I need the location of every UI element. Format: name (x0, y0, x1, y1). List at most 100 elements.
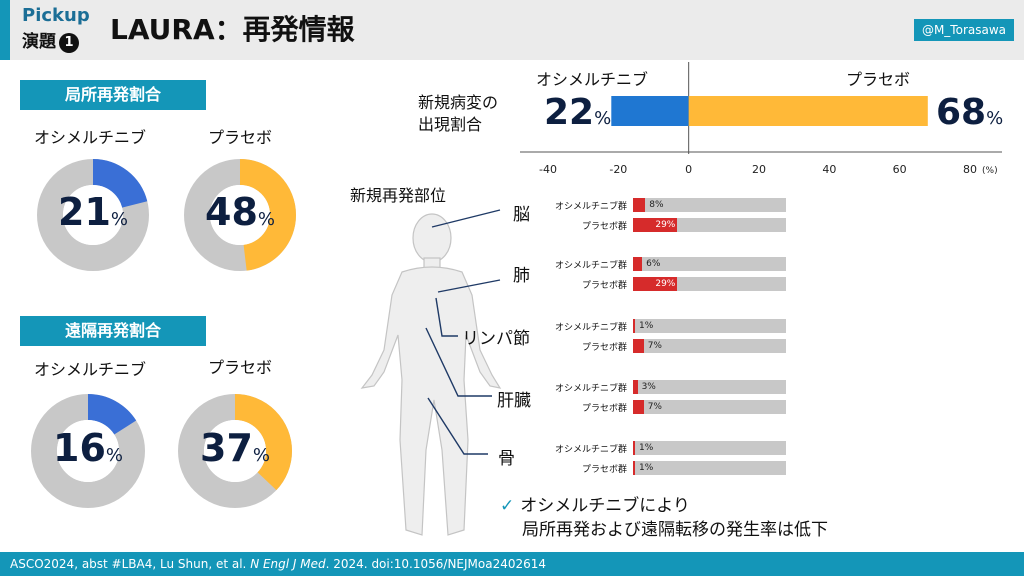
distant-osi-unit: % (105, 445, 123, 466)
organ-bar-track: 1% (633, 319, 786, 333)
local-osi-number: 21 (58, 190, 111, 234)
local-osi-donut (37, 159, 149, 271)
distant-osi-hole (57, 420, 119, 482)
organ-row-label: プラセボ群 (581, 343, 627, 353)
new-lesion-pbo-label: プラセボ (846, 70, 911, 89)
new-lesion-osi-number: 22 (544, 92, 595, 133)
organ-bar-track: 1% (633, 441, 786, 455)
organ-bar-track: 3% (633, 380, 786, 394)
organ-row-label: オシメルチニブ群 (554, 202, 627, 212)
new-lesion-label: 新規病変の 出現割合 (418, 92, 498, 136)
organ-bar-pbo (633, 400, 644, 414)
distant-pbo-label: プラセボ (208, 358, 273, 377)
enda-number-badge: 1 (59, 33, 79, 53)
organ-bar-osi (633, 380, 638, 394)
new-lesion-tick-label: 80 (963, 163, 977, 176)
connector-liver (425, 327, 492, 397)
enda-text: 演題 (22, 32, 56, 52)
organ-bar-value: 1% (639, 321, 654, 331)
organ-row-label: プラセボ群 (581, 281, 627, 291)
organ-bar-track: 29% (633, 218, 786, 232)
organ-bar-value: 6% (646, 259, 661, 269)
new-lesion-tick-label: 0 (685, 163, 692, 176)
distant-pbo-unit: % (252, 445, 270, 466)
organ-bar-osi (633, 257, 643, 271)
local-pbo-slice (184, 159, 296, 271)
new-lesion-osi-value: 22% (544, 92, 611, 133)
citation-part2: . 2024. doi:10.1056/NEJMoa2402614 (325, 557, 547, 571)
organ-bar-track: 6% (633, 257, 786, 271)
new-lesion-pbo-number: 68 (936, 92, 987, 133)
distant-recurrence-section-label: 遠隔再発割合 (20, 316, 206, 346)
organ-bar-pbo (633, 461, 635, 475)
local-osi-label: オシメルチニブ (34, 128, 147, 147)
new-lesion-pbo-value: 68% (936, 92, 1003, 133)
organ-label-bone: 骨 (498, 449, 515, 469)
citation-part1: ASCO2024, abst #LBA4, Lu Shun, et al. (10, 557, 251, 571)
conclusion-line1: ✓ オシメルチニブにより (500, 494, 828, 518)
organ-label-liver: 肝臓 (497, 391, 531, 411)
organ-bar-pbo (633, 218, 678, 232)
local-pbo-label: プラセボ (208, 128, 273, 147)
author-handle-badge: @M_Torasawa (913, 19, 1014, 41)
organ-bar-value: 29% (655, 220, 676, 230)
local-osi-unit: % (110, 209, 128, 230)
citation-journal: N Engl J Med (250, 557, 326, 571)
local-pbo-number: 48 (205, 190, 258, 234)
conclusion-line1-text: オシメルチニブにより (520, 496, 690, 516)
organ-bar-value: 7% (647, 402, 662, 412)
organ-section-title: 新規再発部位 (350, 186, 447, 205)
footer-citation: ASCO2024, abst #LBA4, Lu Shun, et al. N … (0, 552, 1024, 576)
new-lesion-pbo-unit: % (986, 108, 1004, 129)
local-pbo-hole (210, 185, 270, 245)
new-lesion-tick-label: -40 (539, 163, 557, 176)
local-recurrence-section-label: 局所再発割合 (20, 80, 206, 110)
new-lesion-osi-label: オシメルチニブ (536, 70, 649, 89)
organ-label-brain: 脳 (513, 205, 530, 225)
distant-pbo-slice (178, 394, 292, 508)
organ-bar-value: 3% (641, 382, 656, 392)
organ-row-label: オシメルチニブ群 (554, 445, 627, 455)
organ-bar-osi (633, 441, 635, 455)
distant-osi-label: オシメルチニブ (34, 360, 147, 379)
organ-bar-osi (633, 319, 635, 333)
organ-bar-pbo (633, 277, 678, 291)
new-lesion-tick-label: 60 (893, 163, 907, 176)
organ-bar-track: 1% (633, 461, 786, 475)
header-bar: Pickup 演題 1 LAURA：再発情報 @M_Torasawa (0, 0, 1024, 60)
local-osi-value: 21% (35, 190, 151, 234)
new-lesion-pbo-bar (688, 96, 928, 126)
page-title: LAURA：再発情報 (110, 13, 355, 46)
distant-pbo-hole (204, 420, 266, 482)
conclusion-text: ✓ オシメルチニブにより 局所再発および遠隔転移の発生率は低下 (500, 494, 828, 542)
new-lesion-tick-label: -20 (609, 163, 627, 176)
local-osi-slice (37, 159, 149, 271)
organ-row-label: オシメルチニブ群 (554, 323, 627, 333)
organ-bar-track: 7% (633, 339, 786, 353)
human-body-figure (360, 213, 502, 536)
organ-bar-osi (633, 198, 646, 212)
organ-bar-value: 1% (639, 463, 654, 473)
body-torso-limbs (360, 266, 502, 536)
connector-lymph (435, 297, 458, 337)
organ-bar-track: 8% (633, 198, 786, 212)
check-icon: ✓ (500, 496, 515, 516)
new-lesion-osi-bar (611, 96, 689, 126)
distant-osi-donut (31, 394, 145, 508)
organ-bar-value: 1% (639, 443, 654, 453)
distant-osi-slice (31, 394, 145, 508)
local-pbo-value: 48% (182, 190, 298, 234)
organ-bar-value: 7% (647, 341, 662, 351)
header-accent-strip (0, 0, 10, 60)
new-lesion-tick-label: 20 (752, 163, 766, 176)
organ-row-label: オシメルチニブ群 (554, 384, 627, 394)
organ-label-lung: 肺 (513, 266, 530, 286)
distant-pbo-donut (178, 394, 292, 508)
new-lesion-bar-chart: -40 -20 0 20 40 60 80 (%) (520, 62, 1002, 176)
new-lesion-label-line2: 出現割合 (418, 115, 483, 134)
local-pbo-unit: % (257, 209, 275, 230)
new-lesion-axis-unit: (%) (982, 166, 998, 176)
pickup-label: Pickup (22, 5, 90, 26)
enda-label: 演題 1 (22, 31, 79, 53)
organ-bar-track: 29% (633, 277, 786, 291)
